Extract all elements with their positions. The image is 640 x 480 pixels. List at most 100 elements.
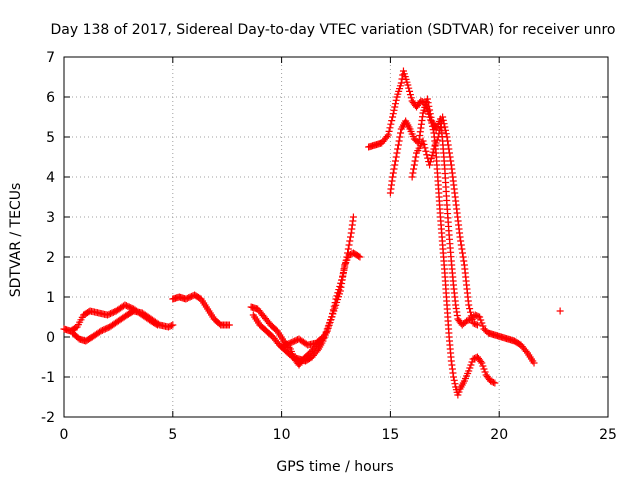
x-tick-label: 10 (273, 427, 291, 443)
data-point (392, 153, 400, 161)
data-point (457, 241, 465, 249)
data-point (332, 295, 340, 303)
data-point (409, 169, 417, 177)
data-point (356, 253, 364, 261)
data-point (467, 361, 475, 369)
data-point (467, 312, 475, 320)
data-point (420, 140, 428, 148)
data-point (441, 123, 449, 131)
data-point (389, 173, 397, 181)
data-point (410, 165, 418, 173)
data-point (522, 347, 530, 355)
y-tick-label: 4 (46, 170, 55, 186)
data-point (319, 333, 327, 341)
data-point (345, 241, 353, 249)
data-point (472, 320, 480, 328)
y-tick-label: 7 (46, 50, 55, 66)
data-point (397, 129, 405, 137)
data-point (391, 100, 399, 108)
data-point (323, 325, 331, 333)
data-point (439, 116, 447, 124)
x-tick-label: 15 (381, 427, 399, 443)
data-point (389, 169, 397, 177)
chart-title: Day 138 of 2017, Sidereal Day-to-day VTE… (51, 22, 616, 38)
data-point (406, 87, 414, 95)
data-point (426, 106, 434, 114)
data-point (331, 299, 339, 307)
data-point (480, 365, 488, 373)
data-point (391, 103, 399, 111)
data-point (419, 137, 427, 145)
data-point (395, 137, 403, 145)
data-point (391, 161, 399, 169)
data-point (465, 301, 473, 309)
data-point (324, 322, 332, 330)
data-point (422, 147, 430, 155)
data-point (427, 113, 435, 121)
data-point (425, 102, 433, 110)
data-point (225, 321, 233, 329)
data-point (473, 321, 481, 329)
data-point (466, 305, 474, 313)
data-point (439, 113, 447, 121)
data-point (167, 322, 175, 330)
data-point (346, 237, 354, 245)
data-point (408, 173, 416, 181)
data-point (396, 133, 404, 141)
data-point (394, 145, 402, 153)
data-point (434, 133, 442, 141)
data-point (394, 141, 402, 149)
y-tick-label: 0 (46, 330, 55, 346)
data-point (442, 126, 450, 134)
data-point (336, 282, 344, 290)
data-point (459, 249, 467, 257)
data-point (339, 273, 347, 281)
data-point (335, 286, 343, 294)
data-point (447, 157, 455, 165)
data-point (169, 321, 177, 329)
data-point (491, 379, 499, 387)
data-point (349, 213, 357, 221)
data-point (383, 133, 391, 141)
data-point (530, 359, 538, 367)
data-point (329, 306, 337, 314)
data-point (489, 378, 497, 386)
grid (64, 57, 608, 417)
axis-ticks: 0 5 10 15 20 25 -2 -1 0 1 2 3 4 5 6 7 (41, 50, 617, 443)
data-point (337, 279, 345, 287)
data-point (421, 144, 429, 152)
data-point (479, 362, 487, 370)
data-point (393, 149, 401, 157)
data-point (355, 252, 363, 260)
y-tick-label: 5 (46, 130, 55, 146)
data-point (451, 380, 459, 388)
data-point (333, 292, 341, 300)
data-point (426, 110, 434, 118)
data-point (412, 153, 420, 161)
data-point (431, 142, 439, 150)
data-point (426, 158, 434, 166)
data-point (466, 308, 474, 316)
data-point (423, 151, 431, 159)
data-point (341, 263, 349, 271)
data-point (460, 257, 468, 265)
data-point (411, 157, 419, 165)
data-point (455, 388, 463, 396)
data-point (313, 347, 321, 355)
y-tick-label: 2 (46, 250, 55, 266)
x-tick-label: 5 (168, 427, 177, 443)
data-point (450, 376, 458, 384)
data-point (406, 91, 414, 99)
data-point (428, 151, 436, 159)
data-point (468, 358, 476, 366)
y-tick-label: -1 (41, 370, 55, 386)
data-point (410, 161, 418, 169)
data-point (474, 312, 482, 320)
data-point (392, 96, 400, 104)
data-point (341, 260, 349, 268)
data-point (426, 161, 434, 169)
data-point (478, 359, 486, 367)
data-point (444, 141, 452, 149)
data-point (397, 79, 405, 87)
data-point (325, 319, 333, 327)
